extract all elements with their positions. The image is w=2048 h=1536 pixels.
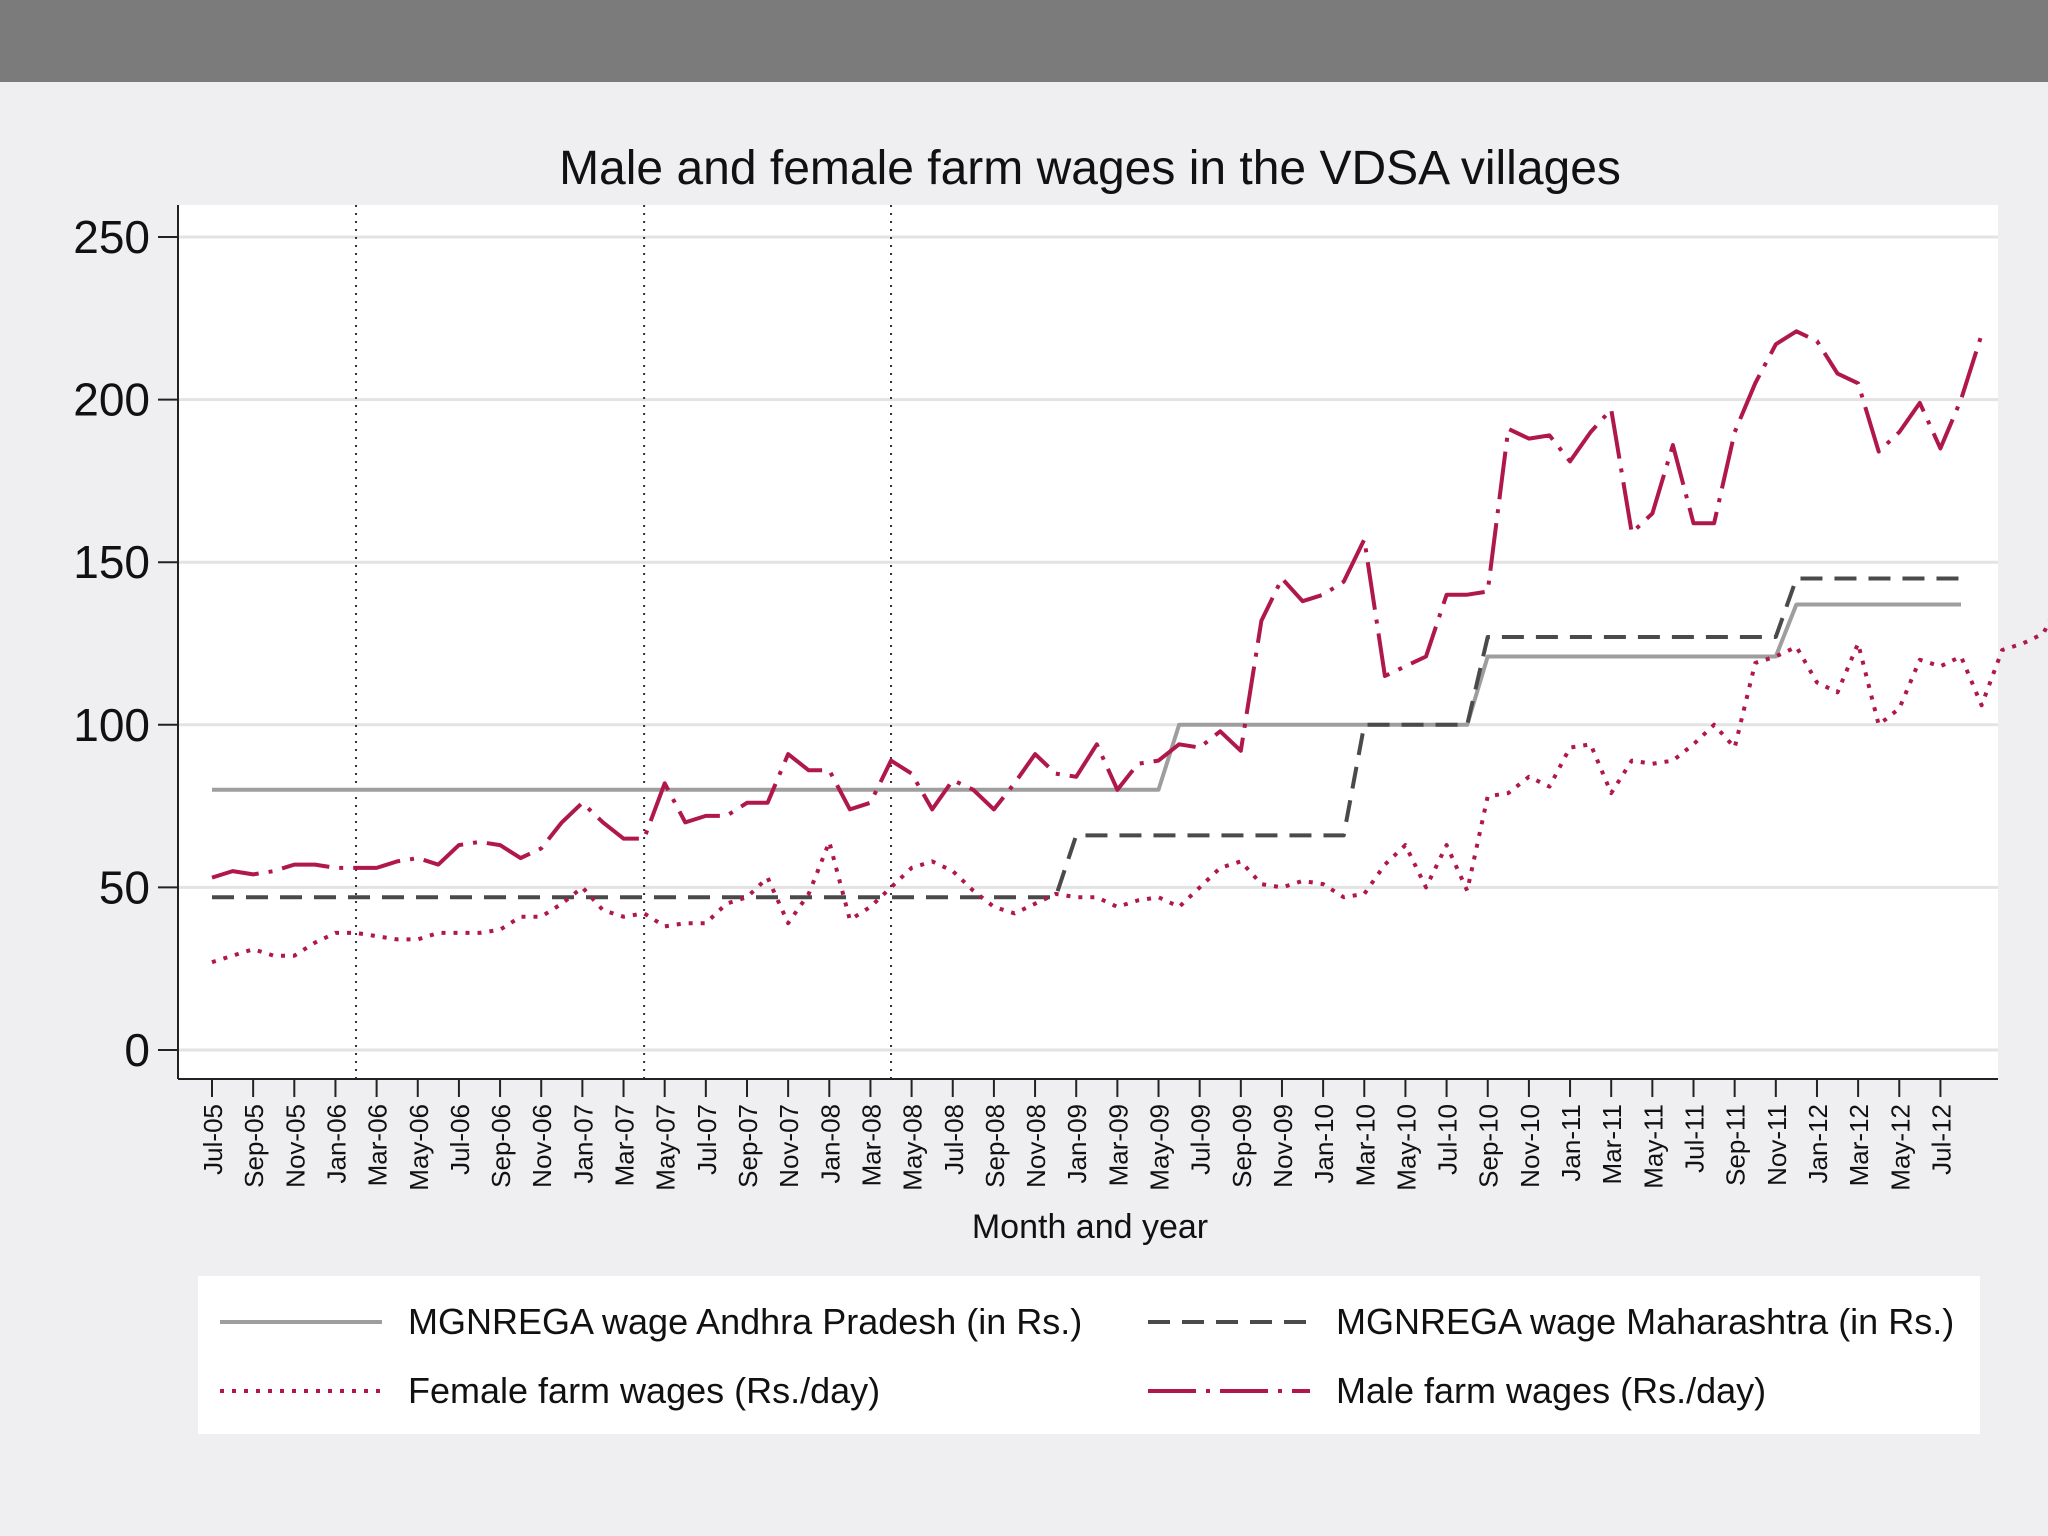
y-axis-ticks: 0 50 100 150 200 250 <box>73 211 178 1076</box>
x-tick-label-Nov-08: Nov-08 <box>1021 1104 1051 1188</box>
legend: MGNREGA wage Andhra Pradesh (in Rs.) MGN… <box>198 1276 1980 1434</box>
gridlines <box>178 235 1998 1052</box>
x-tick-label-Jan-12: Jan-12 <box>1803 1104 1833 1184</box>
x-tick-label-Jan-08: Jan-08 <box>815 1104 845 1184</box>
x-tick-label-Mar-06: Mar-06 <box>363 1104 393 1186</box>
x-tick-label-Jan-10: Jan-10 <box>1309 1104 1339 1184</box>
y-tick-label-50: 50 <box>99 861 150 913</box>
x-tick-label-May-10: May-10 <box>1391 1104 1421 1191</box>
reference-lines <box>355 205 893 1079</box>
series-ap-wage <box>212 602 1961 792</box>
x-tick-label-Mar-09: Mar-09 <box>1103 1104 1133 1186</box>
x-tick-label-Jul-12: Jul-12 <box>1926 1104 1956 1175</box>
x-tick-label-May-08: May-08 <box>898 1104 928 1191</box>
x-tick-label-Nov-07: Nov-07 <box>774 1104 804 1188</box>
x-tick-label-Sep-10: Sep-10 <box>1474 1104 1504 1188</box>
y-tick-label-0: 0 <box>124 1024 150 1076</box>
x-axis-label: Month and year <box>972 1208 1208 1246</box>
x-tick-label-Nov-11: Nov-11 <box>1762 1104 1792 1186</box>
series-male-wage <box>211 329 1984 880</box>
x-tick-label-Sep-09: Sep-09 <box>1227 1104 1257 1188</box>
x-tick-label-Jan-07: Jan-07 <box>568 1104 598 1184</box>
y-tick-label-250: 250 <box>73 211 150 263</box>
x-tick-label-Nov-06: Nov-06 <box>527 1104 557 1188</box>
x-tick-label-Jul-05: Jul-05 <box>198 1104 228 1175</box>
series-female-wage <box>211 619 2048 965</box>
x-tick-label-Sep-08: Sep-08 <box>980 1104 1010 1188</box>
x-tick-label-Jul-06: Jul-06 <box>445 1104 475 1175</box>
x-tick-label-Nov-10: Nov-10 <box>1515 1104 1545 1188</box>
x-tick-label-Mar-07: Mar-07 <box>610 1104 640 1186</box>
x-tick-label-May-06: May-06 <box>404 1104 434 1191</box>
legend-label-female: Female farm wages (Rs./day) <box>408 1370 880 1411</box>
x-tick-label-Sep-07: Sep-07 <box>733 1104 763 1188</box>
top-bar <box>0 0 2048 82</box>
series-mh-wage <box>212 576 1961 900</box>
x-tick-label-Jul-08: Jul-08 <box>939 1104 969 1175</box>
legend-label-mh: MGNREGA wage Maharashtra (in Rs.) <box>1336 1301 1954 1342</box>
legend-box <box>198 1276 1980 1434</box>
x-tick-label-May-12: May-12 <box>1885 1104 1915 1191</box>
legend-label-male: Male farm wages (Rs./day) <box>1336 1370 1766 1411</box>
x-tick-label-Jul-09: Jul-09 <box>1186 1104 1216 1175</box>
x-tick-label-Sep-05: Sep-05 <box>239 1104 269 1188</box>
x-tick-label-May-07: May-07 <box>651 1104 681 1191</box>
chart-title: Male and female farm wages in the VDSA v… <box>559 142 1621 195</box>
y-tick-label-200: 200 <box>73 374 150 426</box>
x-tick-label-Jan-09: Jan-09 <box>1062 1104 1092 1184</box>
x-tick-label-Mar-10: Mar-10 <box>1350 1104 1380 1186</box>
x-tick-label-Jul-07: Jul-07 <box>692 1104 722 1175</box>
legend-label-ap: MGNREGA wage Andhra Pradesh (in Rs.) <box>408 1301 1082 1342</box>
x-tick-label-May-09: May-09 <box>1145 1104 1175 1191</box>
x-tick-label-May-11: May-11 <box>1638 1104 1668 1189</box>
x-tick-label-Nov-05: Nov-05 <box>280 1104 310 1188</box>
y-tick-label-100: 100 <box>73 699 150 751</box>
y-tick-label-150: 150 <box>73 536 150 588</box>
plot-area <box>178 205 1998 1079</box>
x-tick-label-Mar-12: Mar-12 <box>1844 1104 1874 1186</box>
x-tick-label-Mar-11: Mar-11 <box>1597 1104 1627 1184</box>
x-tick-label-Nov-09: Nov-09 <box>1268 1104 1298 1188</box>
x-tick-label-Jan-11: Jan-11 <box>1556 1104 1586 1182</box>
x-tick-label-Jul-11: Jul-11 <box>1680 1104 1710 1173</box>
x-tick-label-Sep-11: Sep-11 <box>1721 1104 1751 1186</box>
x-tick-label-Mar-08: Mar-08 <box>856 1104 886 1186</box>
x-tick-label-Jan-06: Jan-06 <box>321 1104 351 1184</box>
x-tick-label-Sep-06: Sep-06 <box>486 1104 516 1188</box>
series-layer <box>211 329 2048 965</box>
x-tick-label-Jul-10: Jul-10 <box>1433 1104 1463 1175</box>
x-axis-ticks: Jul-05 Sep-05 Nov-05 Jan-06 Mar-06 May-06 Jul-… <box>198 1079 1956 1191</box>
